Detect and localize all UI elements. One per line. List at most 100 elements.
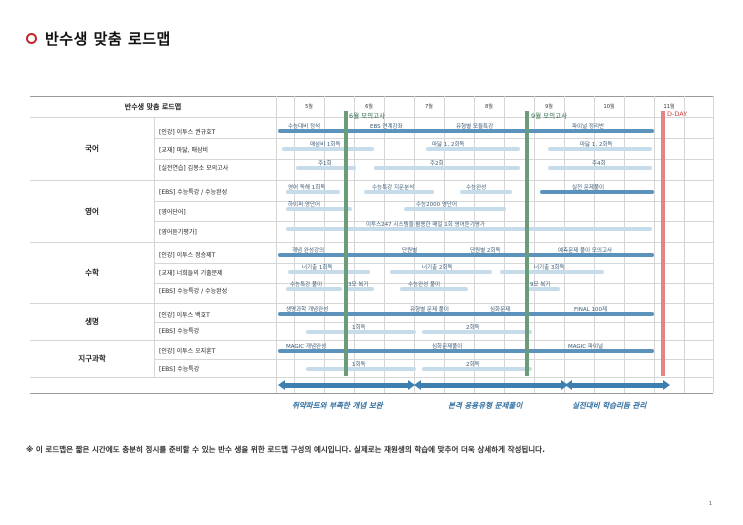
bar-label: 주2회 (430, 161, 444, 167)
bar-label: 수능특강 풀이 (290, 282, 323, 288)
bar-label: 주1회 (318, 161, 332, 167)
timeline-bar (278, 129, 654, 133)
bar-label: 유형별 문제 풀이 (410, 307, 449, 313)
title-bullet-icon (26, 33, 37, 44)
bar-label: 심화문제 (490, 307, 511, 313)
bar-label: 실전 문제풀이 (572, 185, 605, 191)
timeline-bar (528, 287, 560, 291)
bar-label: 수능특강 지문분석 (372, 185, 415, 191)
footnote: ※ 이 로드맵은 짧은 시간에도 충분히 정시를 준비할 수 있는 반수 생을 … (26, 445, 545, 454)
bar-label: 주4회 (592, 161, 606, 167)
table-bottom-border (30, 393, 713, 394)
phase-label: 취약파트와 부족한 개념 보완 (292, 401, 383, 410)
timeline-bar (306, 330, 416, 334)
subject-earth-science: 지구과학 (78, 354, 106, 363)
phase-label: 본격 응용유형 문제풀이 (448, 401, 523, 410)
bar-label: 개념 완성강의 (292, 248, 325, 254)
course-label: [인강] 이투스 정승제T (159, 251, 216, 259)
timeline-bar (540, 190, 654, 194)
bar-label: 너기출 3회독 (534, 265, 565, 271)
timeline-bar (286, 287, 342, 291)
june-mock-label: 6월 모의고사 (349, 112, 386, 120)
bar-label: 하이퍼 영단어 (288, 202, 321, 208)
course-label: [EBS] 수능특강 (159, 327, 200, 335)
course-label: [영어단어] (159, 208, 186, 216)
bar-label: 수능완성 (466, 185, 487, 191)
table-top-border (30, 96, 713, 97)
bar-label: MAGIC 파이널 (568, 344, 604, 350)
timeline-bar (422, 367, 532, 371)
bar-label: 너기출 1회독 (302, 265, 333, 271)
bar-label: 단원별 2회독 (470, 248, 501, 254)
timeline-bar (500, 270, 604, 274)
bar-label: 유형별 모듈특강 (456, 124, 494, 130)
bar-label: 1회독 (352, 362, 366, 368)
timeline-bar (278, 349, 654, 353)
timeline-bar (282, 147, 374, 151)
month-header: 5월 (305, 104, 313, 110)
section-divider (30, 377, 713, 378)
course-label: [교재] 마닳, 매삼비 (159, 146, 209, 154)
phase-arrow (414, 380, 568, 390)
timeline-bar (364, 190, 434, 194)
timeline-bar (286, 207, 352, 211)
course-label: [EBS] 수능특강 / 수능완성 (159, 188, 228, 196)
bar-label: 3모 복기 (348, 282, 369, 288)
bar-label: 마닳 1, 2회독 (580, 142, 613, 148)
subject-english: 영어 (85, 206, 99, 216)
month-header: 9월 (545, 104, 553, 110)
course-label: [영어듣기평가] (159, 228, 197, 236)
header-divider (30, 117, 713, 118)
course-label: [실전연습] 김봉소 모의고사 (159, 164, 229, 172)
timeline-bar (286, 227, 652, 231)
sept-mock-label: 9월 모의고사 (531, 112, 568, 120)
page-number: 1 (708, 501, 712, 507)
section-divider (30, 180, 713, 181)
timeline-bar (390, 270, 492, 274)
course-label: [EBS] 수능특강 (159, 365, 200, 373)
dday-label: D-DAY (667, 110, 688, 118)
course-label: [인강] 이투스 백호T (159, 311, 210, 319)
month-header: 6월 (365, 104, 373, 110)
timeline-bar (400, 287, 468, 291)
page-title: 반수생 맞춤 로드맵 (45, 30, 171, 48)
dday-marker (661, 111, 665, 376)
month-header: 7월 (425, 104, 433, 110)
timeline-bar (296, 166, 356, 170)
phase-arrow (278, 380, 415, 390)
bar-label: 1회독 (352, 325, 366, 331)
timeline-bar (460, 190, 512, 194)
timeline-bar (286, 190, 340, 194)
section-divider (30, 303, 713, 304)
timeline-bar (404, 207, 506, 211)
roadmap-table: 반수생 맞춤 로드맵 5월 6월 7월 8월 9월 10월 11월 국어 영어 … (30, 96, 714, 394)
bar-label: 영어 독해 1회독 (288, 185, 326, 191)
page-title-wrap: 반수생 맞춤 로드맵 (26, 28, 171, 49)
timeline-bar (422, 330, 532, 334)
bar-label: 너기출 2회독 (422, 265, 453, 271)
bar-label: 매삼비 1회독 (310, 142, 341, 148)
phase-arrow (565, 380, 670, 390)
section-divider (30, 242, 713, 243)
course-label: [인강] 이투스 오지훈T (159, 347, 216, 355)
bar-label: 수능완성 풀이 (408, 282, 441, 288)
june-mock-marker (344, 111, 348, 376)
phase-label: 실전대비 학습리듬 관리 (572, 401, 647, 410)
bar-label: 수능2000 영단어 (416, 202, 458, 208)
bar-label: 단원별 (402, 248, 418, 254)
bar-label: 수능대비 정석 (288, 124, 321, 130)
bar-label: MAGIC 개념완성 (286, 344, 327, 350)
subject-korean: 국어 (85, 144, 99, 153)
timeline-bar (548, 166, 652, 170)
month-header: 10월 (603, 104, 615, 110)
course-label: [교재] 너희들의 기출문제 (159, 269, 223, 277)
month-header: 8월 (485, 104, 493, 110)
bar-label: 2회독 (466, 362, 480, 368)
bar-label: 이투스247 시스템을 활용한 매일 1회 영어듣기평가 (366, 222, 485, 228)
course-label: [EBS] 수능특강 / 수능완성 (159, 287, 228, 295)
subject-math: 수학 (85, 268, 99, 277)
timeline-bar (346, 287, 374, 291)
bar-label: 9모 복기 (530, 282, 551, 288)
timeline-bar (288, 270, 370, 274)
section-divider (30, 340, 713, 341)
